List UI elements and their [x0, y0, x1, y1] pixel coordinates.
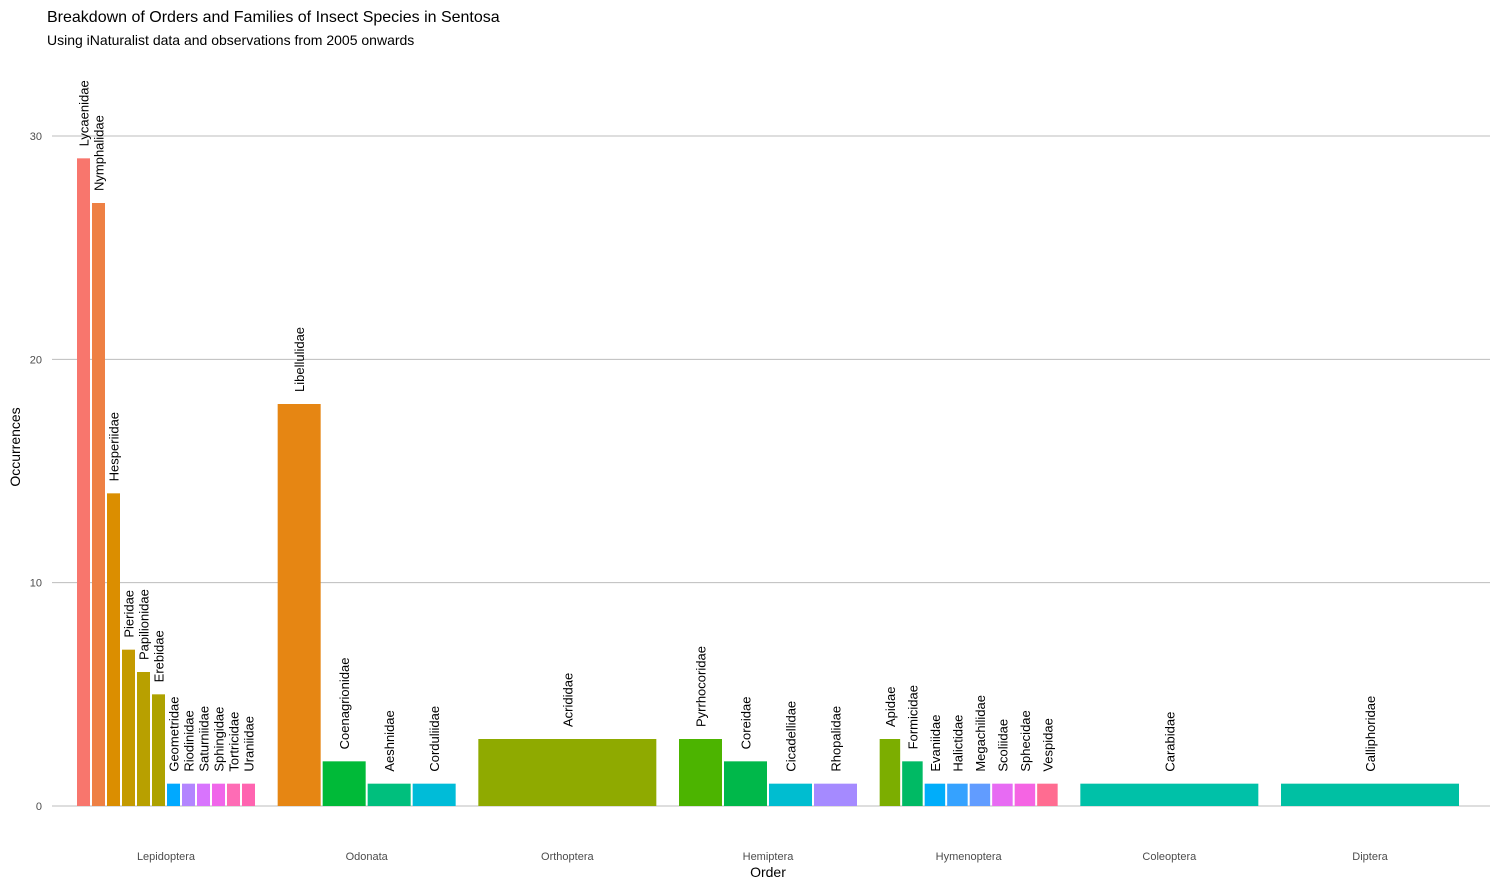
bar-label-rhopalidae: Rhopalidae	[829, 706, 844, 772]
bar-saturniidae	[197, 783, 210, 806]
y-tick-label-1: 10	[30, 578, 42, 590]
bar-riodinidae	[182, 783, 195, 806]
bar-megachilidae	[969, 783, 991, 806]
bar-halictidae	[947, 783, 968, 806]
x-tick-label-diptera: Diptera	[1352, 851, 1388, 863]
bar-label-hesperiidae: Hesperiidae	[107, 412, 122, 481]
bar-apidae	[879, 739, 901, 806]
bar-calliphoridae	[1281, 783, 1459, 806]
bar-sphingidae	[212, 783, 225, 806]
chart-title: Breakdown of Orders and Families of Inse…	[47, 9, 500, 26]
bar-label-saturniidae: Saturniidae	[197, 706, 212, 772]
x-tick-label-orthoptera: Orthoptera	[541, 851, 594, 863]
bar-uraniidae	[242, 783, 255, 806]
bars	[77, 158, 1459, 807]
x-tick-label-odonata: Odonata	[346, 851, 389, 863]
bar-label-uraniidae: Uraniidae	[242, 716, 257, 772]
bar-papilionidae	[137, 672, 150, 806]
bar-label-evaniidae: Evaniidae	[928, 715, 943, 772]
bar-label-erebidae: Erebidae	[152, 630, 167, 682]
x-tick-label-lepidoptera: Lepidoptera	[137, 851, 196, 863]
x-tick-label-hemiptera: Hemiptera	[743, 851, 795, 863]
bar-label-pieridae: Pieridae	[122, 590, 137, 638]
bar-formicidae	[902, 761, 923, 806]
bar-scoliidae	[992, 783, 1013, 806]
y-axis-title: Occurrences	[7, 407, 23, 486]
bar-label-libellulidae: Libellulidae	[292, 327, 307, 392]
y-tick-label-2: 20	[30, 354, 42, 366]
bar-geometridae	[167, 783, 180, 806]
bar-label-coenagrionidae: Coenagrionidae	[337, 658, 352, 750]
bar-label-tortricidae: Tortricidae	[227, 712, 242, 772]
y-axis-ticks: 0 10 20 30	[30, 131, 42, 813]
bar-cicadellidae	[769, 783, 812, 806]
x-axis-title: Order	[750, 864, 786, 880]
bar-acrididae	[478, 739, 657, 806]
bar-label-vespidae: Vespidae	[1040, 718, 1055, 772]
bar-label-halictidae: Halictidae	[950, 715, 965, 772]
bar-tortricidae	[227, 783, 240, 806]
bar-label-sphingidae: Sphingidae	[212, 707, 227, 772]
bar-evaniidae	[924, 783, 946, 806]
bar-nymphalidae	[92, 203, 105, 806]
bar-label-riodinidae: Riodinidae	[182, 710, 197, 771]
bar-pieridae	[122, 649, 135, 806]
bar-coenagrionidae	[322, 761, 366, 806]
bar-label-sphecidae: Sphecidae	[1018, 710, 1033, 771]
bar-rhopalidae	[814, 783, 857, 806]
bar-label-megachilidae: Megachilidae	[973, 695, 988, 772]
bar-sphecidae	[1014, 783, 1036, 806]
chart-subtitle: Using iNaturalist data and observations …	[47, 32, 414, 48]
y-tick-label-3: 30	[30, 131, 42, 143]
bar-corduliidae	[412, 783, 456, 806]
x-tick-label-coleoptera: Coleoptera	[1142, 851, 1197, 863]
bar-vespidae	[1037, 783, 1058, 806]
bar-label-calliphoridae: Calliphoridae	[1363, 696, 1378, 772]
bar-label-aeshnidae: Aeshnidae	[382, 710, 397, 771]
bar-label-pyrrhocoridae: Pyrrhocoridae	[694, 646, 709, 727]
bar-libellulidae	[277, 404, 321, 806]
bar-label-formicidae: Formicidae	[905, 685, 920, 749]
bar-label-cicadellidae: Cicadellidae	[784, 701, 799, 772]
x-tick-label-hymenoptera: Hymenoptera	[936, 851, 1003, 863]
bar-pyrrhocoridae	[679, 739, 722, 806]
bar-aeshnidae	[367, 783, 411, 806]
bar-carabidae	[1080, 783, 1259, 806]
x-axis-ticks: Lepidoptera Odonata Orthoptera Hemiptera Hym…	[137, 851, 1389, 863]
y-tick-label-0: 0	[36, 801, 42, 813]
bar-label-scoliidae: Scoliidae	[995, 719, 1010, 772]
bar-label-papilionidae: Papilionidae	[137, 589, 152, 660]
bar-label-apidae: Apidae	[883, 687, 898, 727]
bar-coreidae	[724, 761, 767, 806]
bar-label-acrididae: Acrididae	[560, 673, 575, 727]
bar-erebidae	[152, 694, 165, 806]
bar-label-nymphalidae: Nymphalidae	[92, 115, 107, 191]
bar-lycaenidae	[77, 158, 90, 807]
bar-hesperiidae	[107, 493, 120, 806]
bar-label-geometridae: Geometridae	[167, 697, 182, 772]
bar-label-corduliidae: Corduliidae	[427, 706, 442, 772]
bar-label-coreidae: Coreidae	[739, 697, 754, 750]
bar-label-carabidae: Carabidae	[1162, 712, 1177, 772]
bar-label-lycaenidae: Lycaenidae	[77, 80, 92, 146]
gridlines	[52, 135, 1490, 807]
